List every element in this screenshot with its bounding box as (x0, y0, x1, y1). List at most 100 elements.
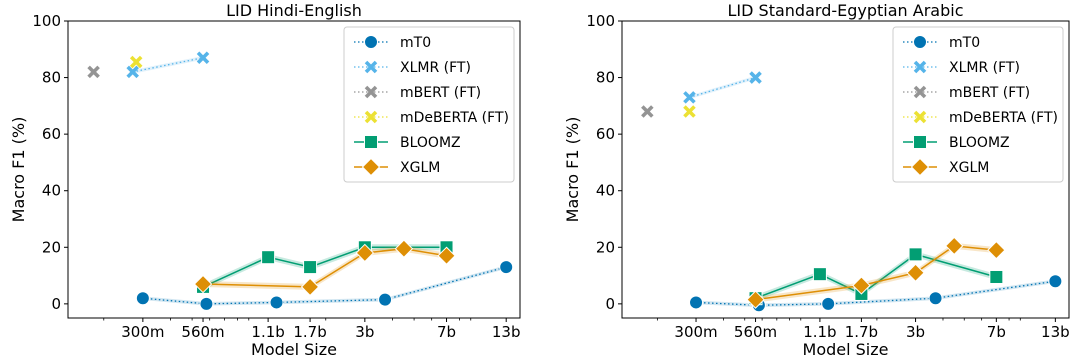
legend-label: BLOOMZ (949, 135, 1010, 151)
data-point-s0-2 (821, 296, 836, 311)
data-point-s0-1 (199, 296, 214, 311)
legend-label: XGLM (949, 160, 989, 176)
series-line-5 (755, 245, 997, 301)
x-tick-label: 1.7b (845, 323, 878, 341)
y-tick-label: 20 (596, 238, 615, 256)
x-tick-label: 3b (355, 323, 374, 341)
series-band-1 (689, 75, 756, 100)
legend-marker (361, 157, 381, 177)
data-point-s5-2 (355, 243, 375, 263)
y-tick-label: 100 (586, 12, 615, 30)
series-band-5 (203, 245, 447, 290)
x-tick-label: 13b (1041, 323, 1070, 341)
y-tick-label: 40 (596, 182, 615, 200)
legend-item: XLMR (FT) (354, 60, 471, 76)
x-tick-label: 560m (181, 323, 224, 341)
series-band-1 (132, 55, 204, 74)
legend-box (892, 26, 1064, 183)
data-point-s4-1 (261, 250, 276, 265)
y-axis-label: Macro F1 (%) (9, 117, 28, 223)
data-point-s5-0 (193, 274, 213, 294)
legend-item: BLOOMZ (903, 135, 1010, 151)
y-axis-label: Macro F1 (%) (563, 117, 582, 223)
data-point-s5-4 (987, 240, 1006, 260)
data-point-s0-0 (135, 291, 150, 306)
legend-marker (364, 35, 378, 49)
y-tick-label: 0 (51, 295, 61, 313)
legend-label: BLOOMZ (400, 135, 461, 151)
data-point-s4-1 (812, 267, 827, 282)
legend: mT0 XLMR (FT) mBERT (FT) mDeBERTA (FT) BLOOM… (892, 26, 1064, 183)
x-tick-label: 300m (674, 323, 717, 341)
y-tick-label: 0 (605, 295, 615, 313)
y-tick-label: 80 (42, 69, 61, 87)
series-line-1 (689, 76, 756, 98)
legend-marker (913, 60, 927, 74)
chart-panel-2: LID Standard-Egyptian Arabic 0 20 40 60 80 100… (563, 1, 1070, 359)
series-line-4 (755, 253, 997, 299)
y-tick-label: 60 (42, 125, 61, 143)
legend-label: XLMR (FT) (400, 60, 471, 76)
data-point-s0-3 (928, 291, 943, 306)
y-tick-label: 20 (42, 238, 61, 256)
data-point-s2-0 (641, 105, 654, 118)
data-point-s3-0 (683, 105, 696, 118)
legend-item: mT0 (903, 35, 980, 51)
x-tick-label: 7b (437, 323, 456, 341)
series-line-0 (142, 266, 507, 305)
data-point-s0-2 (269, 295, 284, 310)
legend-marker (913, 35, 927, 49)
data-point-s5-3 (394, 239, 414, 258)
data-point-s1-0 (683, 91, 696, 104)
chart-title: LID Standard-Egyptian Arabic (728, 1, 964, 20)
legend-label: mBERT (FT) (400, 85, 481, 101)
data-point-s5-1 (300, 277, 320, 297)
y-tick-label: 80 (596, 69, 615, 87)
data-point-s5-3 (945, 236, 964, 256)
x-tick-label: 300m (121, 323, 164, 341)
plot-frame (621, 20, 1070, 319)
legend-item: mBERT (FT) (903, 85, 1030, 101)
data-point-s5-1 (852, 276, 871, 295)
legend-marker (913, 135, 927, 149)
x-tick-label: 1.7b (293, 323, 326, 341)
chart-panel-1: LID Hindi-English 0 20 40 60 80 100 300m 560m 1.1… (9, 1, 521, 359)
chart-title: LID Hindi-English (226, 1, 362, 20)
legend: mT0 XLMR (FT) mBERT (FT) mDeBERTA (FT) BLOOM… (343, 26, 515, 183)
legend-label: mDeBERTA (FT) (400, 110, 509, 126)
legend-item: XGLM (354, 157, 440, 177)
x-tick-label: 1.1b (251, 323, 284, 341)
data-point-s1-0 (126, 65, 139, 79)
series-band-0 (696, 279, 1056, 308)
legend-marker (364, 110, 378, 124)
x-axis-label: Model Size (251, 340, 337, 359)
data-point-s4-2 (303, 260, 318, 275)
legend-label: XGLM (400, 160, 440, 176)
data-point-s4-3 (908, 247, 923, 262)
y-tick-label: 60 (596, 125, 615, 143)
legend-box (343, 26, 515, 183)
data-point-s5-0 (746, 290, 765, 309)
data-point-s3-0 (129, 55, 143, 69)
x-tick-label: 7b (987, 323, 1006, 341)
legend-item: mT0 (354, 35, 431, 51)
legend-marker (364, 85, 378, 99)
plot-frame (67, 20, 521, 319)
data-point-s1-1 (749, 71, 762, 84)
y-tick-label: 40 (42, 182, 61, 200)
x-tick-label: 560m (734, 323, 777, 341)
legend-label: XLMR (FT) (949, 60, 1020, 76)
legend-item: mDeBERTA (FT) (354, 110, 509, 126)
series-line-4 (202, 246, 447, 288)
x-tick-label: 1.1b (803, 323, 836, 341)
legend-marker (913, 110, 927, 124)
legend-marker (913, 85, 927, 99)
data-point-s0-4 (1048, 274, 1063, 289)
legend-item: XGLM (903, 157, 989, 177)
legend-item: XLMR (FT) (903, 60, 1020, 76)
legend-label: mBERT (FT) (949, 85, 1030, 101)
data-point-s0-0 (689, 295, 704, 310)
data-point-s0-4 (499, 260, 514, 275)
data-point-s2-0 (87, 65, 100, 79)
